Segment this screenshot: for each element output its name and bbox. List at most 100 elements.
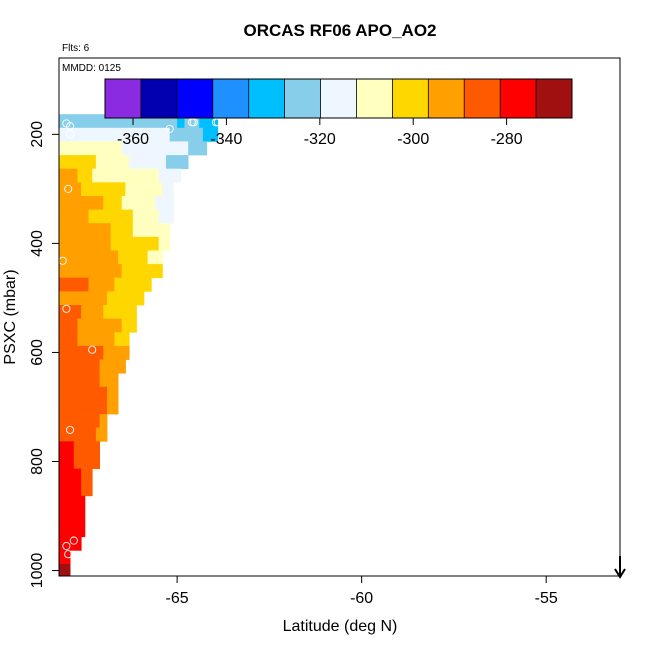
- heatmap-cell: [59, 155, 78, 170]
- heatmap-cell: [59, 359, 78, 374]
- heatmap-cell: [88, 441, 100, 456]
- heatmap-cell: [95, 332, 115, 347]
- observation-point: [66, 122, 75, 131]
- colorbar: -360 -340 -320 -300 -280: [104, 78, 573, 148]
- heatmap-cell: [81, 468, 93, 483]
- heatmap-cell: [59, 332, 78, 347]
- colorbar-segment: [536, 79, 573, 118]
- heatmap-cell: [59, 141, 123, 156]
- chart-title: ORCAS RF06 APO_AO2: [243, 21, 436, 40]
- observation-point: [62, 304, 71, 313]
- heatmap-cell: [118, 345, 130, 360]
- heatmap-cell: [59, 564, 71, 577]
- heatmap-cell: [59, 536, 71, 551]
- heatmap-cell: [99, 373, 108, 388]
- heatmap-cells: [59, 114, 219, 577]
- heatmap-cell: [70, 523, 86, 538]
- heatmap-cell: [59, 305, 82, 319]
- heatmap-cell: [95, 386, 108, 401]
- heatmap-cell: [59, 196, 82, 210]
- heatmap-cell: [162, 182, 174, 197]
- observation-point: [64, 184, 73, 193]
- observation-point: [189, 118, 198, 127]
- heatmap-cell: [114, 332, 130, 347]
- heatmap-cell: [59, 427, 75, 442]
- heatmap-cell: [59, 291, 89, 306]
- heatmap-cell: [99, 359, 115, 374]
- heatmap-cell: [77, 155, 97, 170]
- colorbar-segment: [320, 79, 357, 118]
- heatmap-cell: [59, 468, 71, 483]
- heatmap-cell: [59, 236, 86, 251]
- heatmap-cell: [107, 373, 119, 388]
- heatmap-cell: [155, 223, 171, 238]
- heatmap-cell: [59, 400, 78, 415]
- heatmap-cell: [59, 495, 67, 510]
- colorbar-tick-label: -320: [304, 131, 336, 148]
- heatmap-cell: [177, 114, 185, 129]
- y-tick-label: 200: [29, 121, 46, 148]
- heatmap-cell: [158, 236, 171, 251]
- colorbar-segment: [248, 79, 285, 118]
- heatmap-cell: [88, 209, 111, 224]
- y-tick-label: 600: [29, 339, 46, 366]
- heatmap-cell: [88, 223, 111, 238]
- heatmap-cell: [147, 250, 163, 265]
- heatmap-cell: [59, 345, 78, 360]
- colorbar-segment: [464, 79, 501, 118]
- colorbar-segment: [500, 79, 537, 118]
- colorbar-segment: [105, 79, 142, 118]
- heatmap-cell: [59, 482, 71, 497]
- heatmap-cell: [188, 141, 208, 156]
- heatmap-cell: [121, 196, 156, 210]
- heatmap-cell: [59, 264, 97, 279]
- y-tick-label: 400: [29, 230, 46, 257]
- heatmap-cell: [73, 455, 86, 469]
- heatmap-cell: [70, 509, 86, 524]
- heatmap-cell: [88, 414, 100, 429]
- heatmap-cell: [125, 305, 137, 319]
- heatmap-cell: [147, 264, 163, 279]
- x-axis-label: Latitude (deg N): [283, 618, 398, 635]
- heatmap-cell: [125, 168, 159, 183]
- observation-point: [165, 124, 174, 133]
- heatmap-cell: [95, 264, 123, 279]
- heatmap-cell: [59, 550, 71, 565]
- y-axis: 200 400 600 800 1000: [29, 121, 59, 588]
- heatmap-cell: [81, 482, 93, 497]
- heatmap-cell: [77, 332, 97, 347]
- heatmap-cell: [77, 359, 100, 374]
- heatmap-cell: [140, 277, 152, 292]
- heatmap-cell: [59, 414, 78, 429]
- heatmap-cell: [92, 400, 108, 415]
- heatmap-cell: [103, 305, 126, 319]
- colorbar-frame: [104, 78, 573, 119]
- heatmap-cell: [59, 277, 89, 292]
- heatmap-cell: [110, 209, 134, 224]
- colorbar-tick-label: -300: [397, 131, 429, 148]
- heatmap-cell: [121, 264, 148, 279]
- heatmap-cell: [92, 168, 126, 183]
- heatmap-cell: [77, 386, 97, 401]
- x-tick-label: -55: [535, 590, 558, 607]
- heatmap-cell: [132, 236, 159, 251]
- x-tick-label: -60: [350, 590, 373, 607]
- heatmap-cell: [77, 400, 93, 415]
- heatmap-cell: [125, 182, 163, 197]
- heatmap-cell: [99, 414, 108, 429]
- heatmap-cell: [59, 455, 75, 469]
- heatmap-cell: [166, 155, 189, 170]
- heatmap-cell: [132, 223, 156, 238]
- plot-frame: [58, 57, 621, 577]
- heatmap-cell: [132, 209, 159, 224]
- y-axis-label: PSXC (mbar): [2, 269, 19, 364]
- heatmap-cell: [59, 223, 89, 238]
- heatmap-cell: [169, 127, 185, 142]
- heatmap-cell: [59, 168, 78, 183]
- heatmap-cell: [103, 196, 123, 210]
- heatmap-cell: [129, 155, 167, 170]
- date-annotation: MMDD: 0125: [62, 63, 121, 74]
- arrow-head: [614, 568, 626, 579]
- heatmap-cell: [70, 468, 82, 483]
- heatmap-cell: [158, 209, 174, 224]
